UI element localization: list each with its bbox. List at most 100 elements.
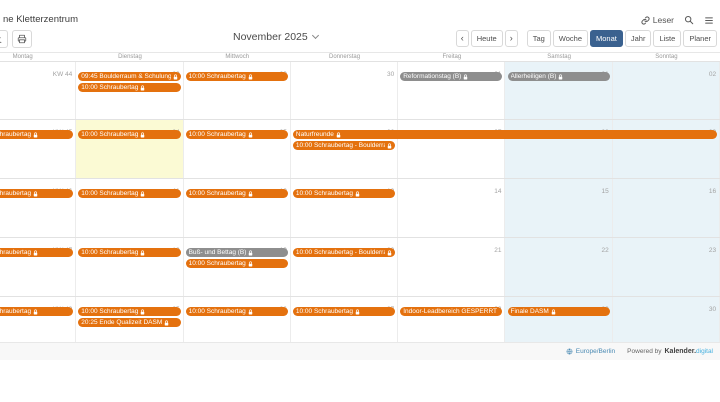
event-bar[interactable]: 10:00 Schraubertag - Boulderraum: [292, 141, 396, 150]
prev-button[interactable]: ‹: [455, 30, 469, 47]
day-cell[interactable]: 04: [76, 120, 184, 178]
day-cell[interactable]: 30: [612, 297, 720, 342]
event-bar[interactable]: 10:00 Schraubertag: [185, 259, 288, 268]
event-bar[interactable]: 10:00 Schraubertag: [0, 307, 74, 316]
day-number: 15: [601, 188, 609, 195]
day-cell[interactable]: 23: [612, 238, 720, 296]
view-button-liste[interactable]: Liste: [653, 30, 682, 47]
event-label: Naturfreunde: [295, 131, 334, 138]
day-cell[interactable]: 13: [291, 179, 399, 237]
day-cell[interactable]: 08: [505, 120, 613, 178]
timezone-link[interactable]: Europe/Berlin: [566, 348, 615, 355]
day-cell[interactable]: 27: [291, 297, 399, 342]
day-cell[interactable]: KW 44: [0, 62, 77, 119]
event-bar[interactable]: 10:00 Schraubertag: [292, 189, 396, 198]
day-cell[interactable]: 09: [612, 120, 720, 178]
view-button-woche[interactable]: Woche: [552, 30, 589, 47]
week-row: KW 4504050607080910:00 Schraubertag10:00…: [0, 120, 720, 179]
print-button[interactable]: [12, 30, 32, 48]
day-header-dienstag: Dienstag: [118, 54, 142, 60]
day-cell[interactable]: 29: [505, 297, 613, 342]
event-label: 10:00 Schraubertag: [0, 190, 32, 197]
day-cell[interactable]: 14: [398, 179, 506, 237]
view-button-planer[interactable]: Planer: [683, 30, 717, 47]
event-bar[interactable]: 10:00 Schraubertag - Boulderraum: [292, 248, 396, 257]
event-label: 09:45 Boulderraum & Schulungswand gesper…: [81, 73, 171, 80]
reader-mode-button[interactable]: Leser: [641, 15, 674, 25]
event-bar[interactable]: 10:00 Schraubertag: [0, 189, 74, 198]
day-header-mittwoch: Mittwoch: [225, 54, 250, 60]
day-cell[interactable]: 30: [291, 62, 399, 119]
event-bar[interactable]: Naturfreunde: [292, 130, 718, 139]
event-bar[interactable]: 10:00 Schraubertag: [292, 307, 396, 316]
lock-icon: [248, 260, 252, 266]
month-selector[interactable]: November 2025: [233, 31, 319, 43]
event-label: 10:00 Schraubertag: [188, 131, 246, 138]
day-cell[interactable]: 20: [291, 238, 399, 296]
day-cell[interactable]: 18: [76, 238, 184, 296]
day-cell[interactable]: 16: [612, 179, 720, 237]
day-cell[interactable]: 12: [184, 179, 291, 237]
event-bar[interactable]: 10:00 Schraubertag: [185, 189, 288, 198]
event-label: 10:00 Schraubertag: [0, 131, 32, 138]
day-cell[interactable]: 26: [184, 297, 291, 342]
day-number: 30: [386, 71, 395, 78]
event-bar[interactable]: Allerheiligen (B): [507, 72, 610, 81]
event-bar[interactable]: 10:00 Schraubertag: [78, 130, 181, 139]
view-button-monat[interactable]: Monat: [590, 30, 623, 47]
day-cell[interactable]: 21: [398, 238, 506, 296]
next-button[interactable]: ›: [504, 30, 518, 47]
menu-icon[interactable]: [704, 16, 714, 25]
day-cell[interactable]: 05: [184, 120, 291, 178]
lock-icon: [355, 308, 360, 314]
day-cell[interactable]: KW 47: [0, 238, 77, 296]
lock-icon: [248, 131, 252, 137]
day-cell[interactable]: 15: [505, 179, 613, 237]
event-bar[interactable]: Indoor-Leadbereich GESPERRT - Vorbereit: [400, 307, 503, 316]
event-bar[interactable]: Buß- und Bettag (B): [185, 248, 288, 257]
day-number: 22: [601, 247, 609, 254]
day-cell[interactable]: 02: [612, 62, 720, 119]
day-cell[interactable]: 01: [505, 62, 613, 119]
share-button[interactable]: [0, 30, 8, 48]
lock-icon: [141, 84, 145, 90]
lock-icon: [33, 131, 38, 137]
event-bar[interactable]: 10:00 Schraubertag: [185, 72, 288, 81]
view-button-jahr[interactable]: Jahr: [624, 30, 652, 47]
today-button[interactable]: Heute: [470, 30, 503, 47]
event-bar[interactable]: 10:00 Schraubertag: [78, 248, 181, 257]
event-label: 10:00 Schraubertag: [295, 190, 353, 197]
lock-icon: [464, 73, 468, 79]
event-bar[interactable]: 20:25 Ende Qualizeit DASM: [78, 318, 181, 327]
brand-link[interactable]: Kalender.digital: [664, 348, 714, 355]
search-icon[interactable]: [684, 15, 694, 25]
event-bar[interactable]: 10:00 Schraubertag: [185, 130, 288, 139]
day-cell[interactable]: 29: [184, 62, 291, 119]
event-bar[interactable]: 10:00 Schraubertag: [185, 307, 288, 316]
event-label: 10:00 Schraubertag: [0, 308, 32, 315]
day-cell[interactable]: 07: [398, 120, 506, 178]
event-bar[interactable]: 09:45 Boulderraum & Schulungswand gesper…: [78, 72, 181, 81]
event-bar[interactable]: 10:00 Schraubertag: [78, 307, 181, 316]
day-cell[interactable]: KW 46: [0, 179, 77, 237]
lock-icon: [336, 131, 341, 137]
event-bar[interactable]: Finale DASM: [507, 307, 610, 316]
day-cell[interactable]: 31: [398, 62, 506, 119]
event-bar[interactable]: 10:00 Schraubertag: [78, 83, 181, 92]
day-cell[interactable]: 22: [505, 238, 613, 296]
lock-icon: [387, 142, 392, 148]
day-cell[interactable]: KW 48: [0, 297, 77, 342]
day-cell[interactable]: 11: [76, 179, 184, 237]
day-cell[interactable]: 28: [398, 297, 506, 342]
day-number: 23: [708, 247, 717, 254]
day-number: 30: [708, 306, 717, 313]
event-label: Finale DASM: [510, 308, 549, 315]
day-cell[interactable]: KW 45: [0, 120, 77, 178]
event-bar[interactable]: 10:00 Schraubertag: [0, 248, 74, 257]
event-label: 10:00 Schraubertag: [188, 190, 246, 197]
event-bar[interactable]: 10:00 Schraubertag: [0, 130, 74, 139]
view-button-tag[interactable]: Tag: [526, 30, 551, 47]
event-bar[interactable]: Reformationstag (B): [400, 72, 503, 81]
share-icon: [0, 37, 2, 43]
event-bar[interactable]: 10:00 Schraubertag: [78, 189, 181, 198]
